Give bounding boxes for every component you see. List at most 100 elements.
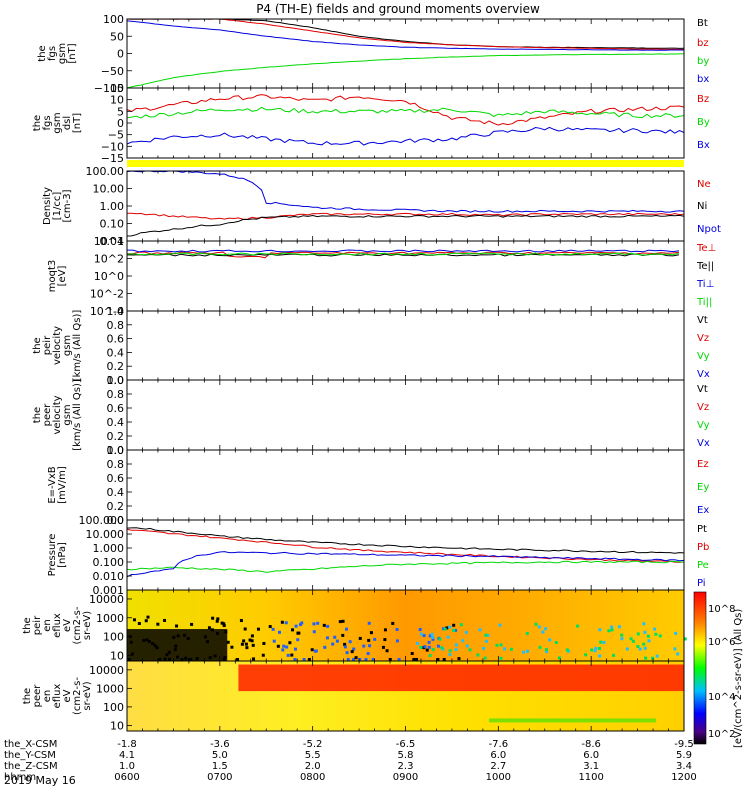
time-axis-value: 0700 [207,772,232,783]
spectrogram-pixel [499,643,503,647]
spectrogram-pixel [454,628,458,632]
spectrogram-pixel [654,632,658,636]
spectrogram-pixel [296,638,300,642]
spectrogram-pixel [369,631,373,635]
spectrogram-pixel [243,627,247,631]
panel-1: Bt bz by bx 100 50 0 −50 −100 the fgs gsm [nT] [37,13,709,95]
spectrogram-pixel [576,624,580,628]
spectrogram-pixel [428,653,432,657]
spectrogram-pixel [607,629,611,633]
spectrogram-pixel [509,647,513,651]
panel-10: 10000 1000 100 10 the peer en eflux eV (cm2-s-sr-… [22,660,685,732]
y-axis-label-line: [km/s (All Qs)] [72,379,83,451]
time-axis-value: -8.6 [581,739,601,750]
spectrogram-pixel [644,656,648,660]
spectrogram-pixel [256,627,260,631]
y-axis-label-line: [mV/m] [57,466,68,504]
time-axis-value: 1200 [671,772,696,783]
spectrogram-pixel [272,639,276,643]
legend-label: Ne [697,179,711,190]
y-tick-label: 10 [110,649,124,662]
y-tick-label: 0.0 [107,374,125,387]
y-axis-label-line: [nPa] [57,542,68,568]
time-axis-value: 5.8 [398,750,414,761]
legend-label: Ni [697,201,707,212]
time-axis-value: 4.1 [119,750,135,761]
y-tick-label: −100 [94,82,124,95]
spectrogram-pixel [610,625,614,629]
y-tick-label: 15 [110,82,124,95]
spectrogram-pixel [631,639,635,643]
time-axis-value: 1100 [578,772,603,783]
spectrogram-pixel [465,644,469,648]
spectrogram-pixel [459,623,463,627]
legend-label: Pb [697,542,709,553]
y-tick-label: 100 [103,13,124,26]
spectrogram-pixel [483,656,487,660]
spectrogram-pixel [499,656,503,660]
spectrogram-pixel [522,650,526,654]
spectrogram-pixel [430,632,434,636]
y-tick-label: 100 [103,631,124,644]
panel-frame [126,449,685,521]
spectrogram-pixel [647,639,651,643]
legend-label: Pt [697,524,707,535]
spectrogram-pixel [610,628,614,632]
y-tick-label: 10 [110,94,124,107]
spectrogram-pixel [352,658,356,661]
colorbar-tick-label: 10^6 [708,637,735,648]
spectrogram-pixel [598,628,602,632]
legend-label: Bz [697,94,709,105]
y-axis-label-line: eflux [52,613,63,638]
colorbar: 10^8 10^6 10^4 10^2 [eV/(cm^2-s-sr-eV)] … [693,591,744,748]
panel-4: 10^4 10^2 10^0 10^-2 10^-4 moqt3 [eV] Te⊥ Te|| Ti… [47,235,716,318]
time-axis-value: 0900 [393,772,418,783]
legend-label: Te|| [696,261,714,272]
spectrogram-pixel [285,645,289,649]
spectrogram-pixel [343,645,347,649]
y-tick-label: 0.01 [100,235,125,248]
time-axis-value: -1.8 [117,739,137,750]
y-axis-label-line: fgs [47,46,58,61]
spectrogram-pixel [438,637,442,641]
spectrogram-pixel [597,646,601,650]
legend-label: Npot [697,224,721,235]
spectrogram-pixel [431,635,435,639]
spectrogram-pixel [381,645,385,649]
spectrogram-pixel [642,642,646,646]
spectrogram-pixel [676,652,680,656]
time-axis-value: 1.5 [212,761,228,772]
spectrogram-pixel [312,622,316,626]
y-axis-label-line: gsm [62,404,73,425]
spectrogram-pixel [242,639,246,643]
legend-label: By [697,117,710,128]
spectrogram-pixel [653,627,657,631]
spectrogram-pixel [431,637,435,641]
spectrogram-pixel [461,639,465,643]
time-axis-row-label: the_X-CSM [4,739,57,750]
y-axis-label-line: the [32,407,43,423]
spectrogram-pixel [146,615,150,619]
legend-label: Ez [697,459,709,470]
y-tick-label: 10000 [89,664,124,677]
time-axis-value: -5.2 [303,739,323,750]
spectrogram-pixel [612,653,616,657]
y-axis-label-line: Pressure [47,534,58,577]
spectrogram-pixel [335,639,339,643]
y-tick-label: 10^4 [94,235,124,248]
y-tick-label: 0.6 [107,333,125,346]
spectrogram-pixel [544,648,548,652]
legend-label: Vz [697,333,709,344]
y-tick-label: 1.0 [107,374,125,387]
spectrogram-pixel [419,632,423,636]
y-tick-label: 0.010 [93,570,125,583]
spectrogram-pixel [286,653,290,657]
y-axis-label-line: sr-eV) [82,611,93,640]
spectrogram-pixel [236,658,240,661]
y-axis-label-line: [km/s (All Qs)] [72,310,83,382]
time-axis-value: 5.9 [676,750,692,761]
y-axis-label-line: peer [42,403,53,427]
spectrogram-low-energy-band [489,718,657,723]
